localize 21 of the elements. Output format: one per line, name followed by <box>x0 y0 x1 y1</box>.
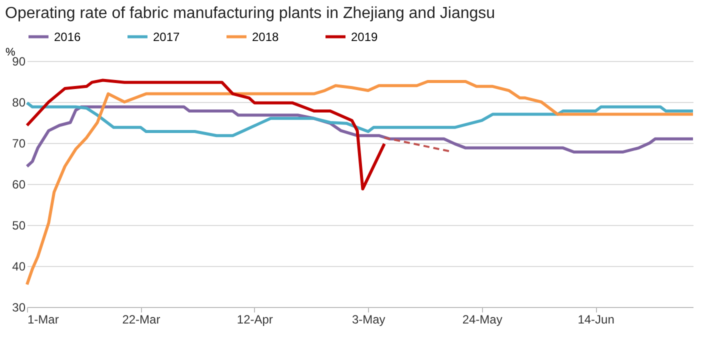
x-tick-label: 1-Mar <box>28 312 59 326</box>
legend-label: 2016 <box>54 30 82 44</box>
y-tick-label: 40 <box>12 260 26 274</box>
y-tick-label: 30 <box>12 300 26 314</box>
x-tick-label: 24-May <box>462 312 502 326</box>
line-series <box>26 101 694 138</box>
x-tick-label: 3-May <box>352 312 386 326</box>
y-tick-label: 80 <box>12 96 26 110</box>
legend-label: 2019 <box>351 30 378 44</box>
y-tick-label: 50 <box>12 218 26 232</box>
legend-label: 2017 <box>153 30 180 44</box>
x-tick-label: 22-Mar <box>122 312 160 326</box>
legend-label: 2018 <box>252 30 280 44</box>
x-tick-label: 14-Jun <box>578 312 614 326</box>
y-tick-label: 70 <box>12 136 26 150</box>
line-series <box>26 78 386 190</box>
y-tick-label: 60 <box>12 178 26 192</box>
line-series <box>26 80 694 286</box>
chart-title: Operating rate of fabric manufacturing plants in Zhejiang and Jiangsu <box>5 5 496 22</box>
x-tick-label: 12-Apr <box>236 312 273 326</box>
line-series <box>26 105 694 168</box>
